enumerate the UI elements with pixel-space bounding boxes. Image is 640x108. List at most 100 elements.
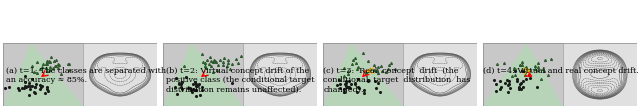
Point	[42, 86, 52, 88]
Point	[364, 70, 374, 72]
Point	[351, 62, 362, 64]
Point	[349, 83, 360, 85]
Point	[540, 59, 550, 61]
Point	[512, 81, 522, 82]
Point	[346, 83, 356, 85]
Point	[545, 59, 556, 60]
Point	[503, 91, 513, 93]
Point	[372, 69, 383, 70]
Point	[507, 75, 517, 77]
Point	[499, 62, 509, 64]
Point	[344, 86, 354, 88]
Point	[177, 88, 187, 90]
Point	[517, 62, 527, 63]
Point	[202, 59, 212, 60]
Bar	[3, 43, 83, 106]
Point	[386, 63, 396, 64]
Point	[188, 88, 198, 90]
Point	[173, 83, 184, 85]
Point	[20, 75, 31, 77]
Point	[29, 92, 40, 94]
Point	[19, 87, 29, 89]
Point	[376, 65, 387, 67]
Point	[510, 74, 520, 75]
Point	[341, 82, 351, 83]
Point	[51, 60, 61, 61]
Point	[372, 73, 383, 74]
Point	[361, 72, 371, 74]
Point	[358, 89, 369, 91]
Point	[352, 68, 362, 70]
Point	[205, 56, 215, 58]
Point	[358, 92, 369, 94]
Point	[515, 64, 525, 66]
Point	[193, 83, 204, 85]
Text: (c) t=3:  Real  concept  drift  (the
conditional  target  distribution  has
chan: (c) t=3: Real concept drift (the conditi…	[323, 67, 470, 94]
Point	[208, 71, 218, 73]
Point	[377, 70, 387, 72]
Point	[512, 78, 522, 80]
Point	[197, 86, 207, 88]
Point	[54, 64, 65, 66]
Point	[514, 87, 524, 88]
Point	[516, 70, 527, 72]
Point	[195, 94, 205, 96]
Point	[183, 88, 193, 89]
Point	[339, 75, 349, 77]
Point	[56, 73, 66, 75]
Point	[231, 58, 241, 60]
Point	[363, 80, 373, 82]
Point	[27, 78, 37, 80]
Point	[210, 60, 220, 62]
Point	[4, 87, 15, 88]
Point	[181, 76, 191, 78]
Point	[17, 87, 28, 89]
Point	[40, 93, 51, 94]
Point	[371, 87, 381, 89]
Point	[496, 86, 506, 88]
Point	[36, 86, 46, 88]
Point	[533, 62, 543, 64]
Point	[502, 84, 513, 86]
Point	[335, 88, 345, 89]
Point	[64, 69, 74, 71]
Point	[372, 70, 382, 72]
Point	[32, 72, 42, 74]
Point	[193, 84, 203, 85]
Point	[504, 80, 515, 82]
Point	[375, 91, 385, 93]
Point	[332, 84, 342, 86]
Point	[340, 83, 350, 85]
Point	[13, 88, 23, 89]
Point	[20, 81, 30, 83]
Point	[509, 68, 519, 69]
Point	[344, 81, 354, 82]
Point	[505, 87, 515, 89]
Point	[355, 88, 365, 89]
Text: (d) t=4: Virtual and real concept drift.: (d) t=4: Virtual and real concept drift.	[483, 67, 639, 75]
Point	[45, 66, 55, 68]
Point	[38, 63, 48, 64]
Text: (a) t=1: The classes are separated with
an accuracy ≈ 85%.: (a) t=1: The classes are separated with …	[6, 67, 166, 84]
Bar	[163, 43, 243, 106]
Point	[342, 73, 353, 75]
Point	[384, 64, 394, 66]
Point	[25, 85, 35, 87]
Point	[347, 64, 357, 65]
Point	[20, 85, 31, 87]
Point	[344, 87, 355, 89]
Point	[530, 65, 540, 67]
Point	[518, 70, 528, 72]
Point	[29, 91, 40, 93]
Point	[529, 68, 540, 69]
Point	[206, 65, 216, 67]
Point	[35, 68, 45, 70]
Point	[540, 70, 550, 72]
Point	[29, 86, 40, 88]
Point	[198, 61, 208, 63]
Point	[204, 63, 214, 65]
Point	[219, 57, 229, 59]
Point	[524, 74, 534, 76]
Point	[191, 83, 201, 85]
Point	[200, 62, 210, 64]
